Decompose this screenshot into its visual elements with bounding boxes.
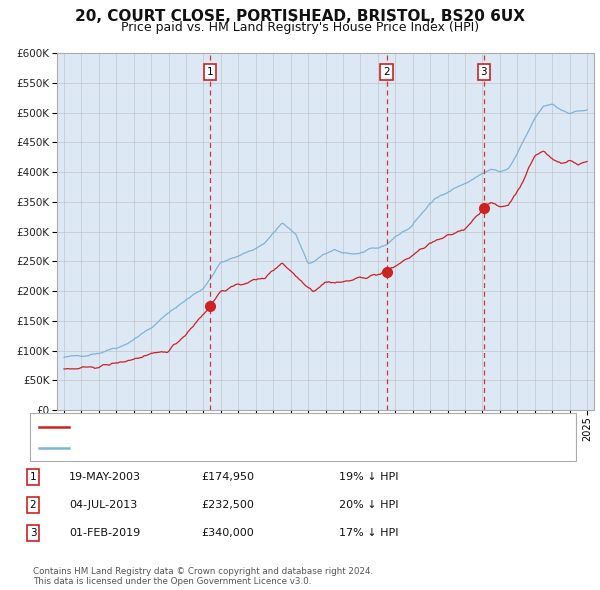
Text: £232,500: £232,500: [201, 500, 254, 510]
Text: HPI: Average price, detached house, North Somerset: HPI: Average price, detached house, Nort…: [72, 443, 335, 453]
Text: 1: 1: [207, 67, 214, 77]
Text: £340,000: £340,000: [201, 529, 254, 538]
Text: 20, COURT CLOSE, PORTISHEAD, BRISTOL, BS20 6UX: 20, COURT CLOSE, PORTISHEAD, BRISTOL, BS…: [75, 9, 525, 24]
Text: 20% ↓ HPI: 20% ↓ HPI: [339, 500, 398, 510]
Text: Contains HM Land Registry data © Crown copyright and database right 2024.: Contains HM Land Registry data © Crown c…: [33, 566, 373, 576]
Text: 20, COURT CLOSE, PORTISHEAD, BRISTOL, BS20 6UX (detached house): 20, COURT CLOSE, PORTISHEAD, BRISTOL, BS…: [72, 421, 425, 431]
Text: 2: 2: [383, 67, 390, 77]
Text: 04-JUL-2013: 04-JUL-2013: [69, 500, 137, 510]
Text: This data is licensed under the Open Government Licence v3.0.: This data is licensed under the Open Gov…: [33, 577, 311, 586]
Text: 17% ↓ HPI: 17% ↓ HPI: [339, 529, 398, 538]
Text: 2: 2: [29, 500, 37, 510]
Text: 1: 1: [29, 472, 37, 481]
Text: 01-FEB-2019: 01-FEB-2019: [69, 529, 140, 538]
Text: 19% ↓ HPI: 19% ↓ HPI: [339, 472, 398, 481]
Text: 3: 3: [29, 529, 37, 538]
Text: 3: 3: [481, 67, 487, 77]
Text: 19-MAY-2003: 19-MAY-2003: [69, 472, 141, 481]
Text: £174,950: £174,950: [201, 472, 254, 481]
Text: Price paid vs. HM Land Registry's House Price Index (HPI): Price paid vs. HM Land Registry's House …: [121, 21, 479, 34]
